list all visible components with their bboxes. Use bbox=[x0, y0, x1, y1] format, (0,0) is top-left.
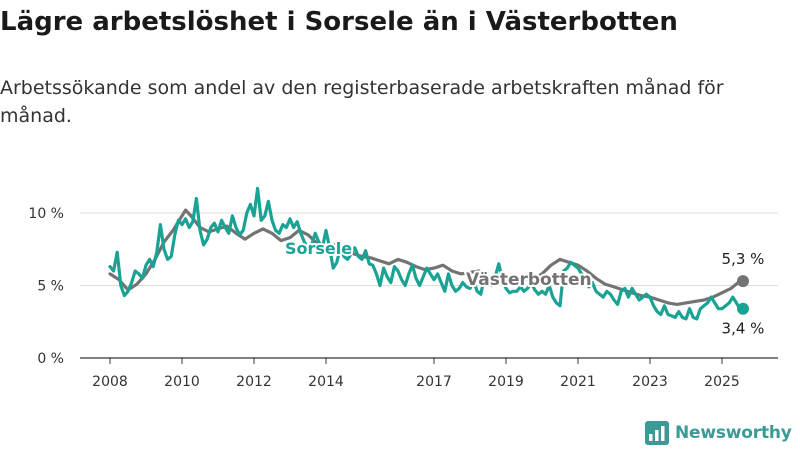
series-line-vasterbotten bbox=[108, 208, 742, 306]
label-layer: 3,4 % 5,3 % Sorsele Västerbotten bbox=[283, 237, 765, 338]
y-tick-label: 0 % bbox=[37, 351, 64, 367]
axis-layer: 0 % 5 % 10 % 2008 2010 2012 2014 2017 2019 2021 20… bbox=[28, 206, 739, 390]
x-tick-label: 2008 bbox=[92, 374, 128, 390]
end-point-sorsele bbox=[737, 302, 749, 315]
x-tick-label: 2019 bbox=[488, 374, 524, 390]
series-line-sorsele bbox=[108, 186, 742, 321]
newsworthy-logo: Newsworthy bbox=[645, 420, 792, 446]
x-tick-label: 2025 bbox=[704, 374, 740, 390]
x-tick-label: 2012 bbox=[236, 374, 272, 390]
end-point-vasterbotten bbox=[737, 275, 749, 288]
x-tick-label: 2017 bbox=[416, 374, 452, 390]
end-value-label: 3,4 % bbox=[722, 320, 765, 338]
grid-layer bbox=[80, 212, 778, 359]
end-value-label: 5,3 % bbox=[722, 250, 765, 268]
series-layer bbox=[108, 186, 749, 321]
x-tick-label: 2014 bbox=[308, 374, 344, 390]
x-tick-label: 2010 bbox=[164, 374, 200, 390]
newsworthy-logo-icon bbox=[645, 421, 669, 445]
y-tick-label: 5 % bbox=[37, 279, 64, 295]
x-tick-label: 2023 bbox=[632, 374, 668, 390]
x-tick-label: 2021 bbox=[560, 374, 596, 390]
series-annotation: Västerbotten bbox=[466, 270, 592, 290]
chart-title: Lägre arbetslöshet i Sorsele än i Väster… bbox=[0, 7, 678, 37]
series-annotation: Sorsele bbox=[285, 239, 352, 258]
y-tick-label: 10 % bbox=[28, 206, 64, 222]
brand-name: Newsworthy bbox=[675, 423, 792, 443]
chart-subtitle: Arbetssökande som andel av den registerb… bbox=[0, 77, 724, 127]
